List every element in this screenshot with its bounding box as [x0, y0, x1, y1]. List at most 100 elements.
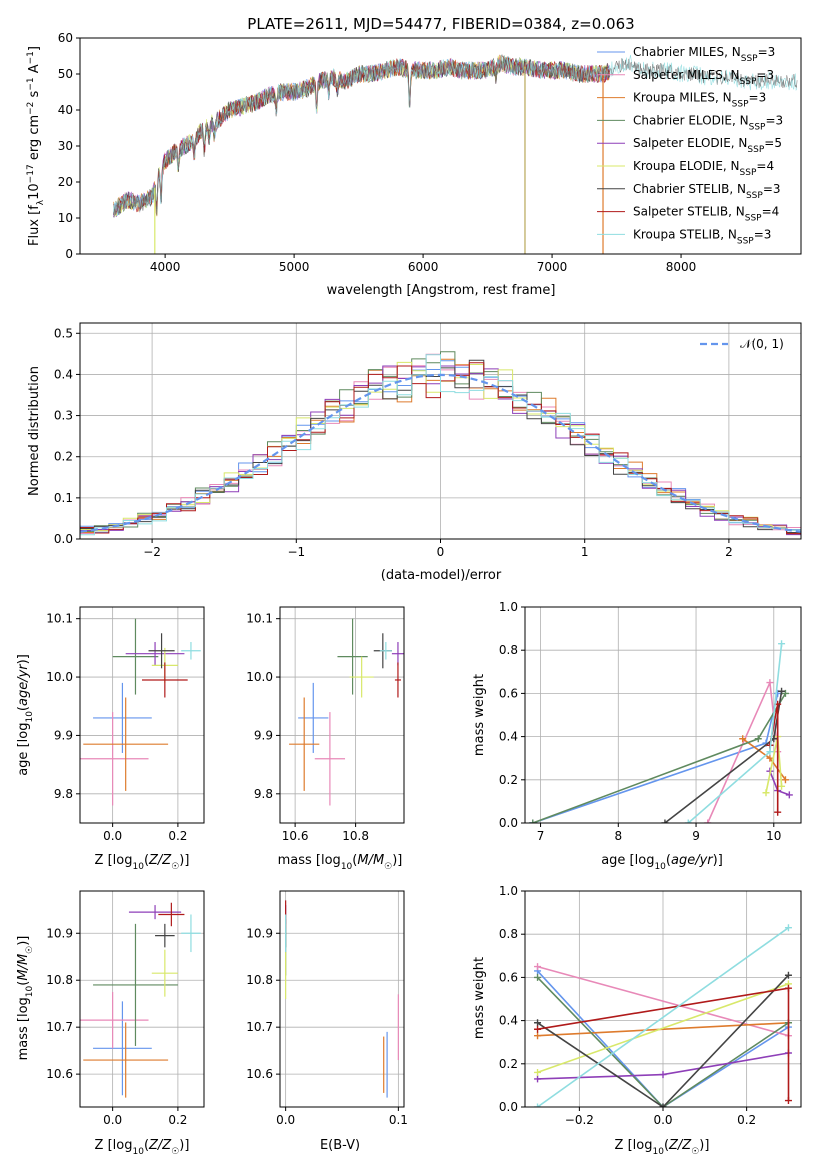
weight-vs-metallicity-plot-area	[534, 924, 792, 1107]
legend-entry: Salpeter STELIB, NSSP=4	[597, 205, 779, 224]
weight-marker	[778, 687, 786, 695]
errorbar-point	[181, 642, 201, 660]
weight-line	[706, 679, 779, 823]
y-tick-label: 10.7	[246, 1020, 273, 1034]
y-tick-label: 10.8	[46, 973, 73, 987]
legend-text-base: Kroupa MILES, N	[633, 91, 732, 105]
label-part: λ	[36, 199, 46, 205]
legend-text-sub: SSP	[737, 236, 754, 246]
weight-line	[532, 693, 779, 823]
weight-line	[537, 1022, 789, 1037]
mass-vs-metallicity-xlabel: Z [log10(Z/Z☉)]	[95, 1138, 190, 1157]
label-part: )]	[179, 1138, 189, 1153]
weight-marker	[778, 640, 786, 648]
label-part: −17	[26, 164, 36, 183]
label-part: ]	[27, 46, 42, 51]
label-part: 10	[27, 183, 42, 200]
legend-entry: Salpeter MILES, NSSP=3	[597, 68, 774, 87]
weight-line	[537, 974, 790, 1107]
label-part: age/yr	[16, 663, 31, 706]
errorbar-point	[151, 949, 178, 997]
weight-marker	[774, 689, 782, 697]
weight-marker	[784, 984, 792, 992]
weight-marker	[781, 776, 789, 784]
y-tick-label: 0.6	[499, 686, 518, 700]
spectrum-title: PLATE=2611, MJD=54477, FIBERID=0384, z=0…	[247, 15, 634, 33]
weight-marker	[534, 1025, 542, 1033]
legend-text-tail: =3	[765, 113, 783, 127]
label-part: (	[666, 853, 671, 868]
spectrum-axes: 4000 5000 6000 7000 8000 0 10 20 30 40 50 60 Chabrie…	[58, 31, 802, 274]
legend-text-sub: SSP	[746, 191, 763, 201]
weight-line	[769, 770, 790, 796]
label-part: 10	[132, 862, 144, 872]
errorbar-point	[93, 682, 152, 753]
label-part: A	[27, 64, 42, 77]
mass-vs-ebv-frame	[279, 890, 405, 1108]
legend-text-sub: SSP	[747, 145, 764, 155]
legend-label: Salpeter STELIB, NSSP=4	[633, 205, 779, 224]
label-part: 10	[652, 1147, 664, 1157]
legend-label: Chabrier MILES, NSSP=3	[633, 45, 775, 64]
y-tick-label: 0.2	[499, 773, 518, 787]
legend-text-sub: SSP	[745, 214, 762, 224]
age-vs-metallicity-axes: 0.0 0.2 9.8 9.9 10.0 10.1	[46, 606, 205, 843]
spectrum-ylabel: Flux [fλ10−17 erg cm−2 s−1 A−1]	[26, 46, 46, 246]
y-tick-label: 1.0	[499, 600, 518, 614]
y-tick-label: 0.8	[499, 927, 518, 941]
label-part: ☉	[384, 862, 392, 872]
label-part: Z/Z	[148, 1138, 172, 1153]
age-vs-mass-frame	[279, 606, 405, 824]
weight-marker	[785, 791, 793, 799]
errorbar-point	[289, 697, 320, 791]
y-tick-label: 9.8	[54, 787, 73, 801]
legend-label: Kroupa MILES, NSSP=3	[633, 91, 766, 110]
legend-entry: Kroupa STELIB, NSSP=3	[597, 227, 771, 246]
age-vs-mass-plot-area	[289, 618, 404, 806]
x-tick-label: −1	[287, 545, 305, 559]
spectrum-xlabel: wavelength [Angstrom, rest frame]	[327, 283, 556, 298]
x-tick-label: 0.2	[168, 829, 187, 843]
legend-label: Chabrier ELODIE, NSSP=3	[633, 113, 783, 132]
x-tick-label: 7000	[537, 260, 568, 274]
weight-vs-age-axes: 7 8 9 10 0.0 0.2 0.4 0.6 0.8 1.0	[499, 600, 802, 843]
y-tick-label: 50	[58, 67, 73, 81]
weight-marker	[529, 819, 537, 823]
x-tick-label: 9	[692, 829, 700, 843]
legend-label: Salpeter MILES, NSSP=3	[633, 68, 774, 87]
weight-marker	[534, 1068, 542, 1076]
legend-text-sub: SSP	[740, 77, 757, 87]
label-part: ☉	[171, 862, 179, 872]
spectrum-series	[113, 54, 610, 214]
weight-vs-metallicity-xlabel: Z [log10(Z/Z☉)]	[615, 1138, 710, 1157]
y-tick-label: 10.6	[246, 1067, 273, 1081]
legend-text-sub: SSP	[741, 54, 758, 64]
y-tick-label: 0	[65, 247, 73, 261]
weight-marker	[784, 971, 792, 979]
legend-label: Salpeter ELODIE, NSSP=5	[633, 136, 782, 155]
weight-line	[537, 983, 789, 1074]
y-tick-label: 10	[58, 211, 73, 225]
legend-label: Chabrier STELIB, NSSP=3	[633, 182, 781, 201]
legend-text-sub: SSP	[740, 168, 757, 178]
label-part: 10	[341, 862, 353, 872]
age-vs-metallicity-panel: Z [log10(Z/Z☉)] age [log10(age/yr)]	[16, 654, 189, 872]
label-part: 10	[132, 1147, 144, 1157]
legend-entry: Chabrier ELODIE, NSSP=3	[597, 113, 783, 132]
weight-line	[536, 970, 789, 1107]
y-tick-label: 10.9	[246, 926, 273, 940]
y-tick-label: 1.0	[499, 884, 518, 898]
label-part: −1	[26, 51, 36, 64]
y-tick-label: 60	[58, 31, 73, 45]
weight-marker	[534, 1103, 542, 1107]
legend-text-base: Salpeter MILES, N	[633, 68, 740, 82]
label-part: erg cm	[27, 115, 42, 164]
weight-vs-age-ylabel: mass weight	[472, 674, 487, 756]
weight-marker	[778, 782, 786, 790]
y-tick-label: 0.5	[54, 326, 73, 340]
legend-text-base: Chabrier MILES, N	[633, 45, 741, 59]
weight-marker	[774, 808, 782, 816]
x-tick-label: 0.0	[103, 829, 122, 843]
label-part: age [log	[601, 853, 654, 868]
histogram-series	[80, 354, 801, 536]
